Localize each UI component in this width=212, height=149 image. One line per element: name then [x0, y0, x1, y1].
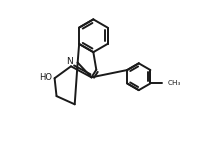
Text: N: N: [66, 57, 73, 66]
Text: CH₃: CH₃: [167, 80, 181, 86]
Text: HO: HO: [39, 73, 52, 82]
